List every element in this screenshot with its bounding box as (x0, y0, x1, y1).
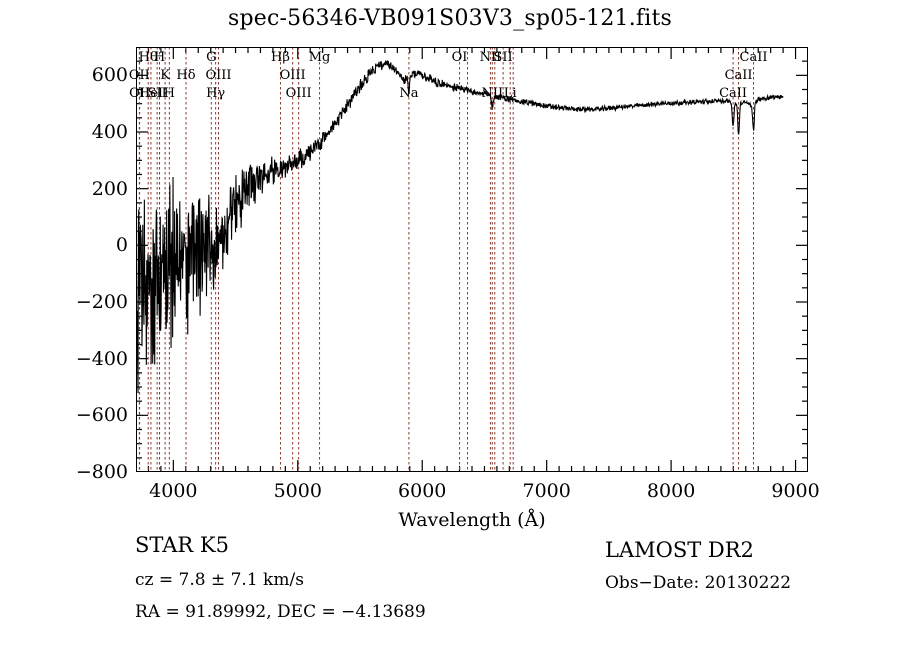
spectral-line-markers (138, 47, 754, 472)
x-axis-tick-labels: 4000 5000 6000 7000 8000 9000 (136, 480, 820, 506)
x-tick-label: 5000 (273, 480, 322, 502)
line-label-mg: Mg (308, 50, 331, 65)
footer-coordinates: RA = 91.89992, DEC = −4.13689 (135, 602, 426, 622)
line-label-h: Hδ (176, 68, 196, 83)
line-label-h: H (153, 50, 166, 65)
footer-survey: LAMOST DR2 (605, 538, 754, 562)
line-label-oiii: OIII (279, 68, 306, 83)
line-label-na: Na (399, 86, 419, 101)
plot-frame (136, 47, 808, 472)
y-tick-label: −200 (75, 291, 128, 313)
line-label-k: K (160, 68, 170, 83)
spectrum-trace (136, 59, 784, 407)
x-tick-label: 4000 (149, 480, 198, 502)
line-label-nii: NII (481, 86, 504, 101)
line-label-li: Li (503, 86, 517, 101)
x-tick-label: 9000 (771, 480, 820, 502)
x-axis-label: Wavelength (Å) (398, 509, 546, 531)
line-label-h: Hβ (271, 50, 290, 65)
line-label-oiii: OIII (285, 86, 312, 101)
page-title: spec-56346-VB091S03V3_sp05-121.fits (227, 6, 673, 31)
line-label-sii: SII (493, 50, 513, 65)
y-tick-label: −800 (75, 461, 128, 483)
line-label-caii: CaII (724, 68, 753, 83)
y-tick-label: 200 (91, 177, 128, 200)
y-tick-label: 0 (115, 234, 128, 257)
y-tick-label: 600 (91, 64, 128, 87)
footer-redshift: cz = 7.8 ± 7.1 km/s (135, 570, 304, 590)
footer-obs-date: Obs−Date: 20130222 (605, 573, 792, 593)
line-label-h: Hγ (206, 86, 226, 101)
y-tick-label: −400 (75, 347, 128, 370)
line-label-sii: SII (147, 86, 167, 101)
line-label-hei: HeI (138, 86, 164, 101)
line-label-g: G (206, 50, 217, 65)
x-tick-label: 8000 (646, 480, 696, 502)
line-label-oiii: OIII (205, 68, 232, 83)
x-tick-label: 6000 (398, 480, 447, 502)
footer-object-class: STAR K5 (135, 533, 229, 557)
x-tick-label: 7000 (522, 480, 571, 502)
line-label-h: H (163, 86, 176, 101)
y-axis-tick-labels: 600 400 200 0 −200 −400 −600 −800 (46, 47, 128, 483)
line-label-caii: CaII (719, 86, 748, 101)
line-label-h: Hθ (138, 50, 158, 65)
line-label-caii: CaII (739, 50, 768, 65)
y-tick-label: −600 (75, 404, 128, 427)
plot-area: OII OII Hθ HeI H SII K H Hδ G Hγ OIII Hβ OIII OIII Mg Na… (129, 47, 808, 472)
line-label-oii: OII (129, 86, 151, 101)
line-label-nii: NII (479, 50, 502, 65)
spectrum-canvas (136, 47, 808, 472)
line-label-oi: OI (451, 50, 468, 65)
y-tick-label: 400 (91, 121, 128, 143)
line-label-oii: OII (128, 68, 150, 83)
